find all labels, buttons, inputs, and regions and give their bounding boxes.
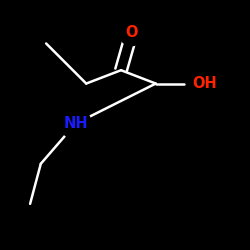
Text: OH: OH <box>192 76 216 91</box>
Circle shape <box>60 108 91 139</box>
Text: NH: NH <box>63 116 88 131</box>
Text: O: O <box>126 25 138 40</box>
Circle shape <box>119 20 144 46</box>
